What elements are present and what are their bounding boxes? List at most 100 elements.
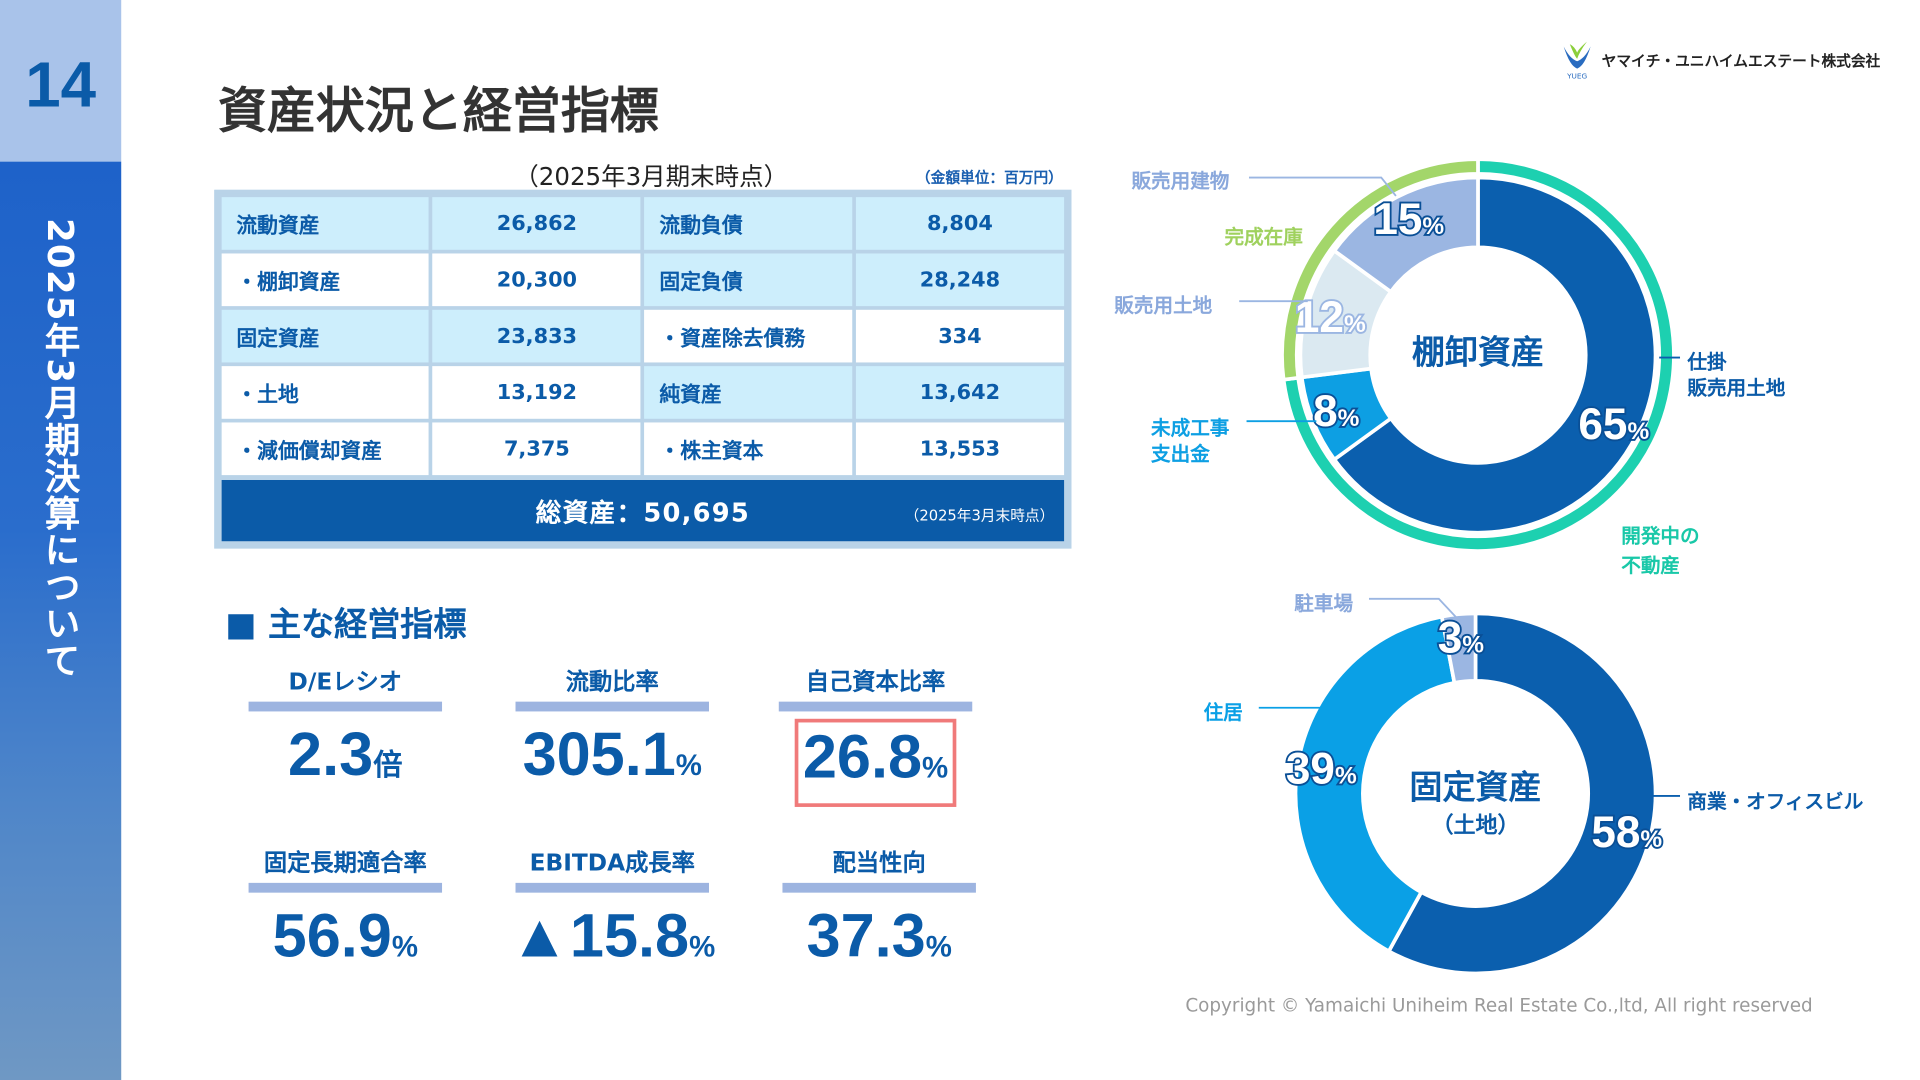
kpi-item: EBITDA成長率 ▲15.8%	[496, 845, 729, 971]
table-row: ・減価償却資産 7,375 ・株主資本 13,553	[221, 422, 1065, 476]
balance-table: 流動資産 26,862 流動負債 8,804 ・棚卸資産 20,300 固定負債 28,248…	[214, 189, 1072, 549]
table-unit: （金額単位：百万円）	[915, 168, 1063, 187]
leader-line	[1248, 176, 1397, 197]
chart-label: 未成工事	[1151, 416, 1230, 440]
logo-icon: YUEG	[1563, 41, 1591, 80]
kpi-unit: %	[391, 930, 418, 964]
donut-slice	[1331, 175, 1658, 535]
chart-title: 固定資産	[1409, 767, 1541, 806]
kpi-item: 配当性向 37.3%	[763, 845, 996, 971]
sidebar-background	[0, 161, 122, 1080]
page-number: 14	[25, 50, 97, 122]
kpi-heading: ■ 主な経営指標	[225, 606, 467, 645]
kpi-item: 流動比率 305.1%	[496, 664, 729, 790]
donut-slice	[1331, 175, 1480, 295]
kpi-item: D/Eレシオ 2.3倍	[229, 664, 462, 790]
chart-subtitle: （土地）	[1431, 814, 1519, 839]
table-row: 固定資産 23,833 ・資産除去債務 334	[221, 309, 1065, 363]
kpi-value: 37.3	[806, 901, 926, 970]
kpi-value: 56.9	[272, 901, 392, 970]
chart-label: 販売用建物	[1131, 168, 1230, 193]
table-label: ・株主資本	[644, 422, 853, 476]
slice-percent: 65%	[1578, 400, 1649, 449]
total-assets: 総資産：50,695	[535, 498, 751, 528]
logo-text: YUEG	[1566, 71, 1587, 80]
slice-percent: 58%	[1591, 808, 1662, 857]
page-title: 資産状況と経営指標	[217, 83, 659, 140]
copyright: Copyright © Yamaichi Uniheim Real Estate…	[1185, 994, 1813, 1017]
kpi-item: 固定長期適合率 56.9%	[229, 845, 462, 971]
kpi-value-wrap: 56.9%	[229, 900, 462, 971]
table-label: ・棚卸資産	[221, 253, 430, 307]
chart-label: 不動産	[1621, 553, 1681, 577]
chart-label: 住居	[1203, 700, 1243, 724]
table-value: 8,804	[855, 197, 1065, 250]
donut-slice	[1293, 614, 1457, 954]
kpi-item: 自己資本比率 26.8%	[759, 664, 992, 807]
kpi-value-box: ▲15.8%	[509, 901, 715, 970]
kpi-label: 配当性向	[782, 845, 976, 893]
table-label: 固定負債	[644, 253, 853, 307]
kpi-unit: %	[922, 751, 949, 785]
kpi-value-box: 26.8%	[794, 718, 957, 807]
slice-percent: 39%	[1286, 745, 1357, 794]
kpi-unit: %	[675, 749, 702, 783]
table-value: 20,300	[432, 253, 642, 307]
chart-label: 駐車場	[1294, 591, 1354, 615]
kpi-label: EBITDA成長率	[515, 845, 709, 893]
chart-label: 販売用土地	[1114, 293, 1213, 318]
kpi-unit: %	[689, 930, 716, 964]
table-caption: （2025年3月期末時点）	[514, 161, 789, 192]
table-label: 流動資産	[221, 197, 430, 250]
slice-percent: 8%	[1313, 387, 1360, 436]
table-value: 13,192	[432, 366, 642, 419]
kpi-unit: 倍	[373, 749, 403, 783]
total-note: （2025年3月末時点）	[904, 506, 1055, 525]
kpi-label: D/Eレシオ	[248, 664, 443, 712]
table-label: ・減価償却資産	[221, 422, 430, 476]
chart-title: 棚卸資産	[1412, 333, 1544, 372]
kpi-value: ▲15.8	[509, 901, 690, 970]
table-label: ・土地	[221, 366, 430, 419]
table-value: 334	[855, 309, 1065, 363]
kpi-unit: %	[925, 930, 952, 964]
kpi-value-wrap: ▲15.8%	[496, 900, 729, 971]
table-value: 7,375	[432, 422, 642, 476]
kpi-value-wrap: 2.3倍	[229, 719, 462, 790]
chart-label: 販売用土地	[1687, 375, 1786, 400]
table-row: ・棚卸資産 20,300 固定負債 28,248	[221, 253, 1065, 307]
kpi-label: 固定長期適合率	[248, 845, 443, 893]
chart-label: 仕掛	[1687, 350, 1727, 374]
table-label: 純資産	[644, 366, 853, 419]
kpi-value: 305.1	[522, 720, 676, 789]
leader-line	[1368, 597, 1458, 620]
company-name: ヤマイチ・ユニハイムエステート株式会社	[1601, 52, 1881, 70]
kpi-value-wrap: 37.3%	[763, 900, 996, 971]
slice-percent: 15%	[1373, 195, 1444, 244]
chart-label: 開発中の	[1621, 524, 1700, 548]
kpi-value-wrap: 26.8%	[759, 718, 992, 807]
table-row: 流動資産 26,862 流動負債 8,804	[221, 197, 1065, 250]
chart-label: 商業・オフィスビル	[1687, 789, 1864, 814]
kpi-label: 流動比率	[515, 664, 709, 712]
table-label: ・資産除去債務	[644, 309, 853, 363]
table-value: 23,833	[432, 309, 642, 363]
table-label: 流動負債	[644, 197, 853, 250]
table-value: 28,248	[855, 253, 1065, 307]
table-value: 13,642	[855, 366, 1065, 419]
kpi-value-box: 305.1%	[523, 720, 702, 789]
sidebar-page-badge	[0, 0, 122, 162]
table-label: 固定資産	[221, 309, 430, 363]
kpi-value-box: 2.3倍	[288, 720, 403, 789]
kpi-value: 2.3	[288, 720, 374, 789]
chart-label: 完成在庫	[1224, 225, 1303, 249]
slice-percent: 3%	[1438, 614, 1485, 663]
table-row: ・土地 13,192 純資産 13,642	[221, 366, 1065, 419]
outer-ring-segment	[1280, 157, 1480, 382]
company-logo: YUEG ヤマイチ・ユニハイムエステート株式会社	[1560, 39, 1880, 81]
donut-slice	[1386, 611, 1658, 976]
kpi-label: 自己資本比率	[778, 664, 973, 712]
kpi-value-box: 56.9%	[273, 901, 418, 970]
chart-label: 支出金	[1151, 442, 1210, 466]
